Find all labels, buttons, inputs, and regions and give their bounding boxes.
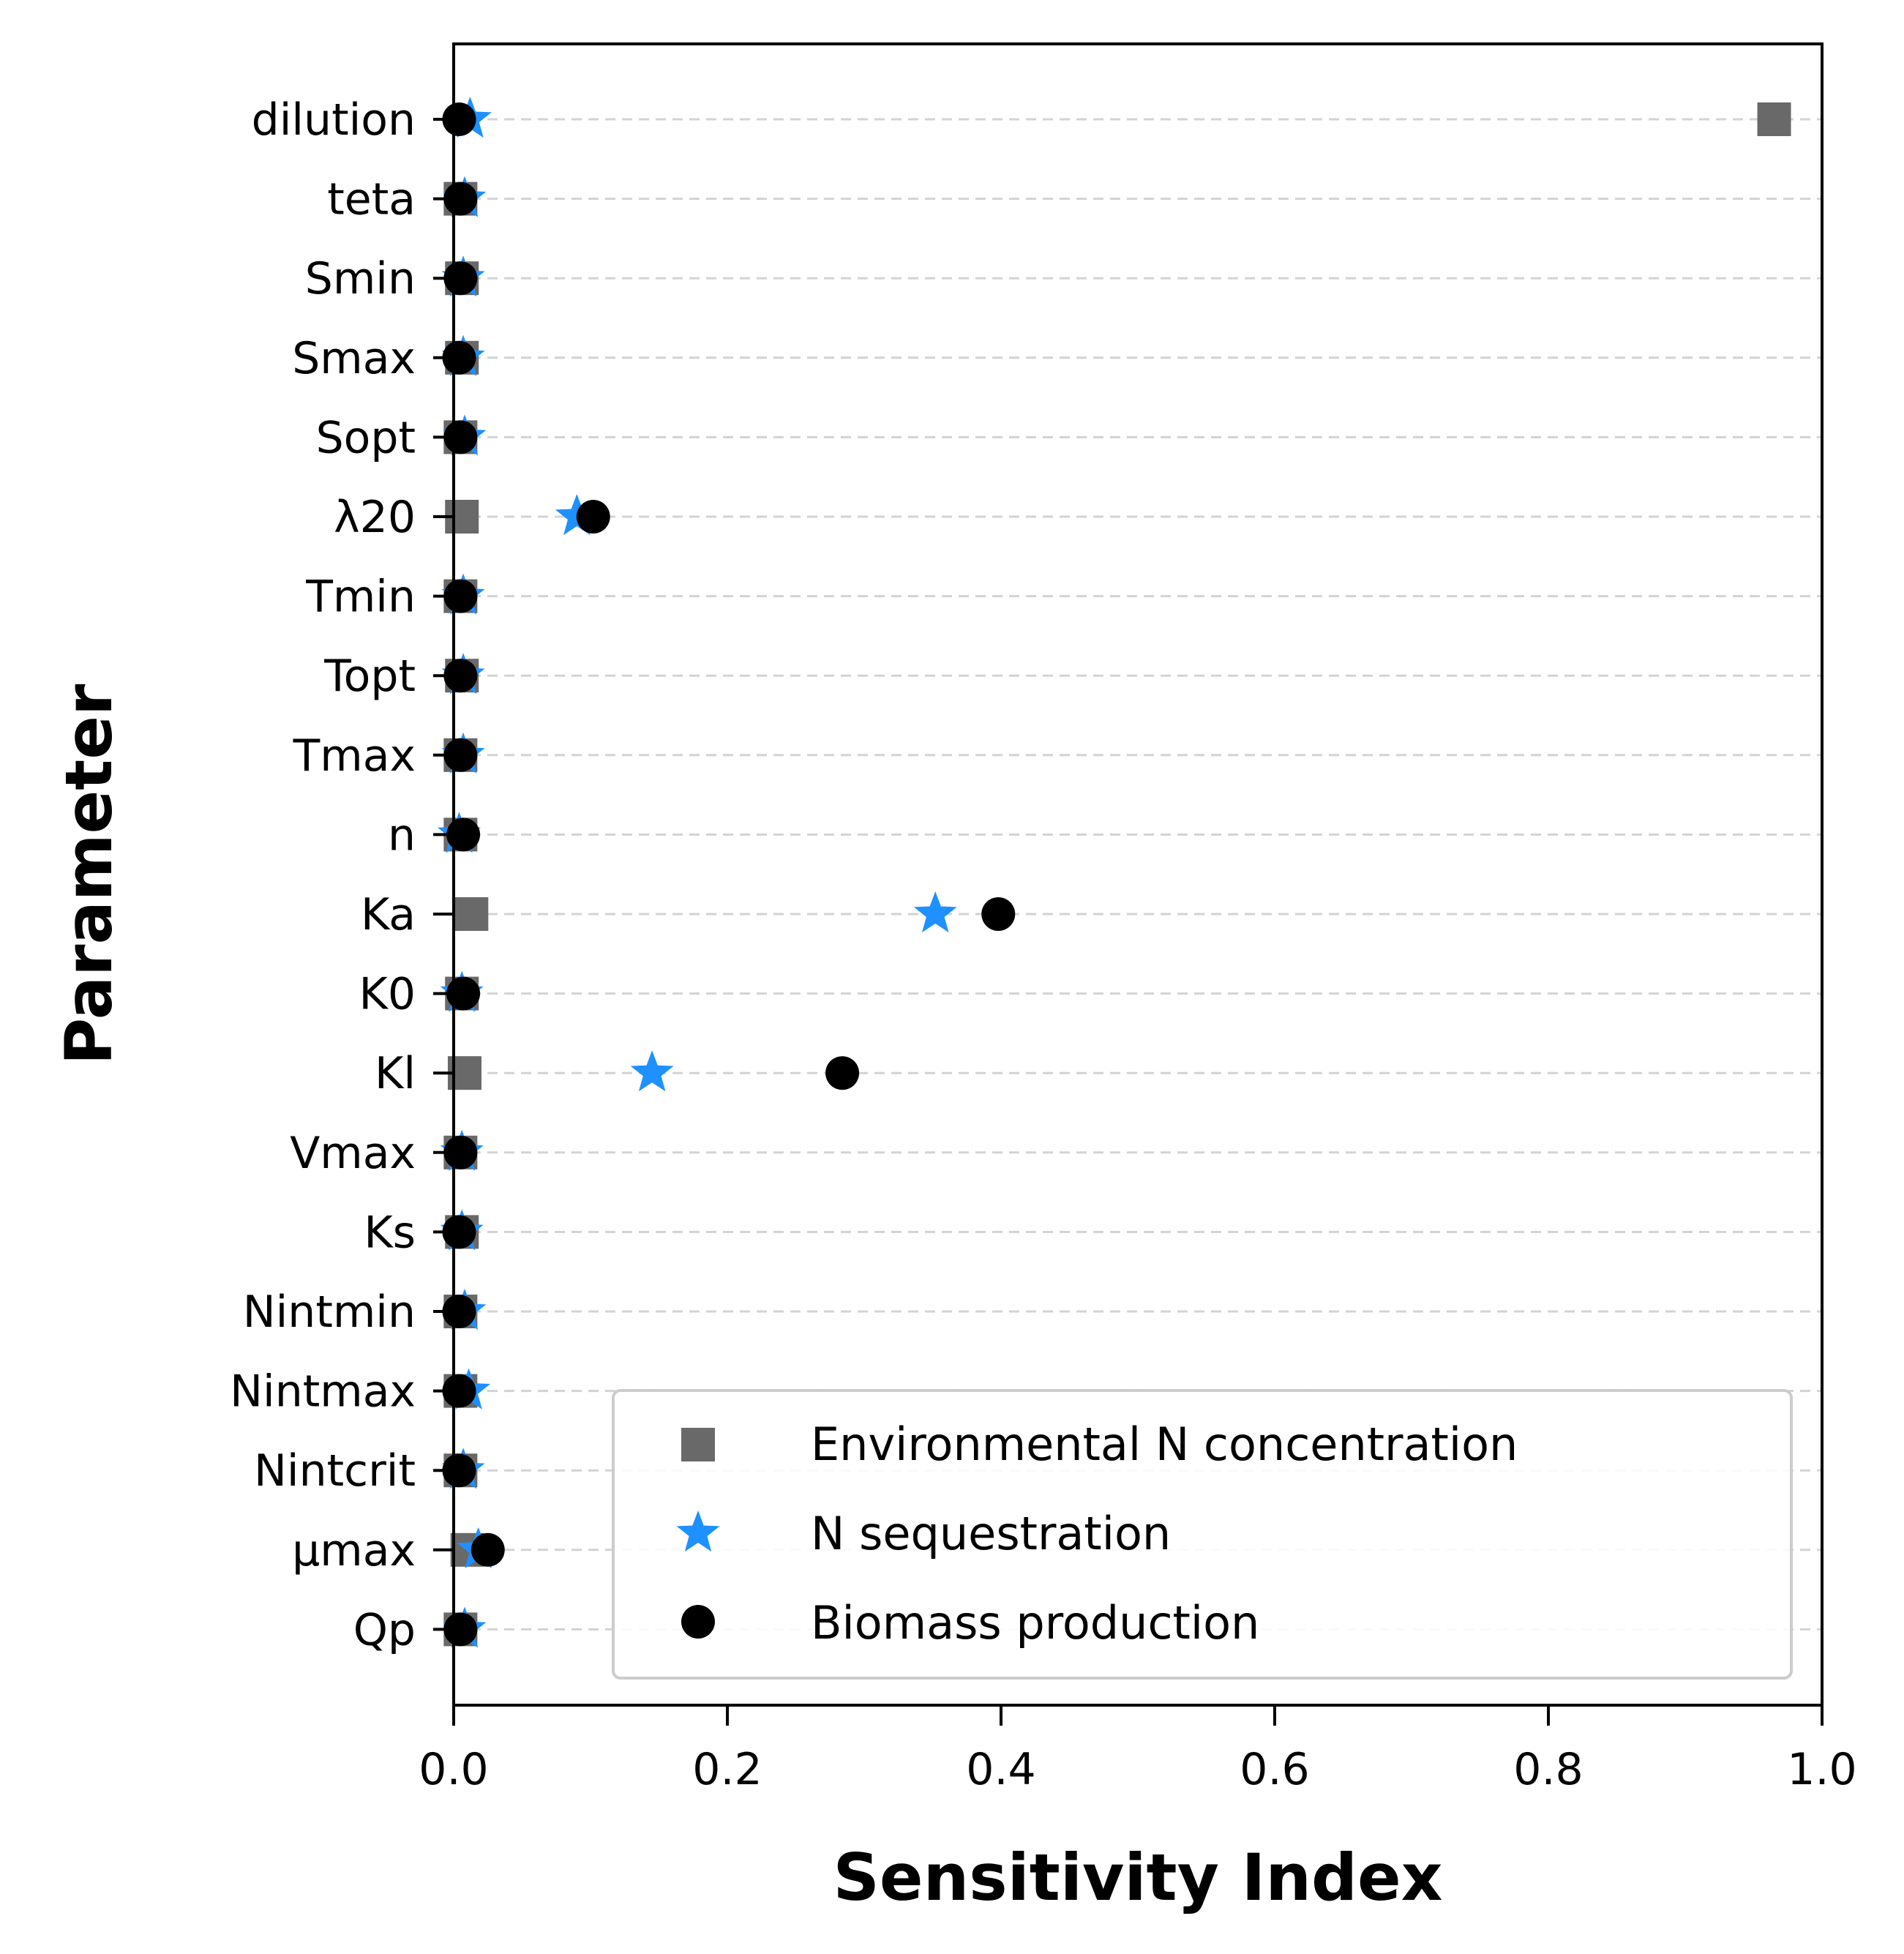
y-tick-label: Qp (353, 1604, 416, 1655)
legend-star-marker (676, 1511, 720, 1552)
y-tick-label: Vmax (290, 1128, 416, 1179)
biomass-marker (443, 261, 478, 296)
y-tick-label: Topt (323, 651, 416, 702)
y-tick-label: K0 (359, 969, 416, 1020)
x-tick-label: 0.0 (419, 1744, 488, 1795)
biomass-marker (442, 1295, 476, 1328)
legend: Environmental N concentration N sequestr… (612, 1389, 1793, 1680)
biomass-marker (443, 420, 478, 454)
legend-circle-marker (681, 1605, 715, 1639)
biomass-marker (471, 1532, 505, 1567)
biomass-marker (443, 579, 478, 613)
biomass-marker (442, 1453, 476, 1488)
y-tick-label: Tmax (293, 730, 416, 782)
y-tick-label: Nintcrit (254, 1445, 416, 1497)
tick-layer: dilution teta Smin Smax Sopt λ20 Tmin Topt Tmax n… (230, 94, 1857, 1795)
x-tick-label: 0.2 (692, 1744, 762, 1795)
y-tick-label: Smax (292, 333, 416, 384)
legend-label-environmental: Environmental N concentration (811, 1418, 1518, 1471)
biomass-marker (443, 1612, 478, 1647)
legend-label-biomass: Biomass production (811, 1596, 1259, 1650)
y-tick-label: Ks (364, 1207, 416, 1258)
biomass-marker (442, 340, 476, 375)
legend-square-marker (681, 1428, 715, 1461)
legend-label-sequestration: N sequestration (811, 1507, 1171, 1560)
y-tick-label: λ20 (334, 492, 416, 543)
legend-frame (612, 1389, 1793, 1680)
biomass-marker (825, 1056, 860, 1090)
x-tick-label: 0.4 (966, 1744, 1035, 1795)
x-axis-title: Sensitivity Index (833, 1840, 1443, 1915)
biomass-marker (576, 500, 610, 534)
y-tick-label: dilution (252, 94, 416, 146)
y-axis-title: Parameter (51, 684, 127, 1065)
x-tick-label: 0.8 (1513, 1744, 1583, 1795)
y-tick-label: Nintmin (243, 1287, 416, 1338)
y-tick-label: Tmin (305, 572, 416, 623)
x-tick-label: 0.6 (1240, 1744, 1309, 1795)
y-tick-label: Kl (375, 1048, 416, 1099)
y-tick-label: μmax (292, 1525, 416, 1576)
plot-frame (452, 42, 1824, 1707)
y-tick-label: Sopt (316, 412, 416, 463)
biomass-marker (443, 738, 478, 772)
biomass-marker (981, 897, 1016, 931)
biomass-marker (443, 181, 478, 216)
x-tick-label: 1.0 (1787, 1744, 1856, 1795)
biomass-marker (442, 1215, 476, 1249)
y-tick-label: Ka (361, 889, 416, 940)
y-tick-label: n (388, 809, 416, 861)
y-tick-label: Nintmax (230, 1366, 416, 1418)
biomass-marker (442, 1374, 476, 1408)
biomass-marker (443, 1135, 478, 1169)
y-tick-label: Smin (305, 253, 416, 304)
y-tick-label: teta (327, 174, 416, 225)
env-n-marker (1757, 102, 1791, 136)
biomass-marker (442, 102, 476, 136)
marker-layer (438, 97, 1791, 1648)
env-n-marker (454, 897, 489, 931)
n-sequestration-marker (630, 1050, 674, 1092)
n-sequestration-marker (913, 891, 957, 933)
biomass-marker (443, 659, 478, 693)
